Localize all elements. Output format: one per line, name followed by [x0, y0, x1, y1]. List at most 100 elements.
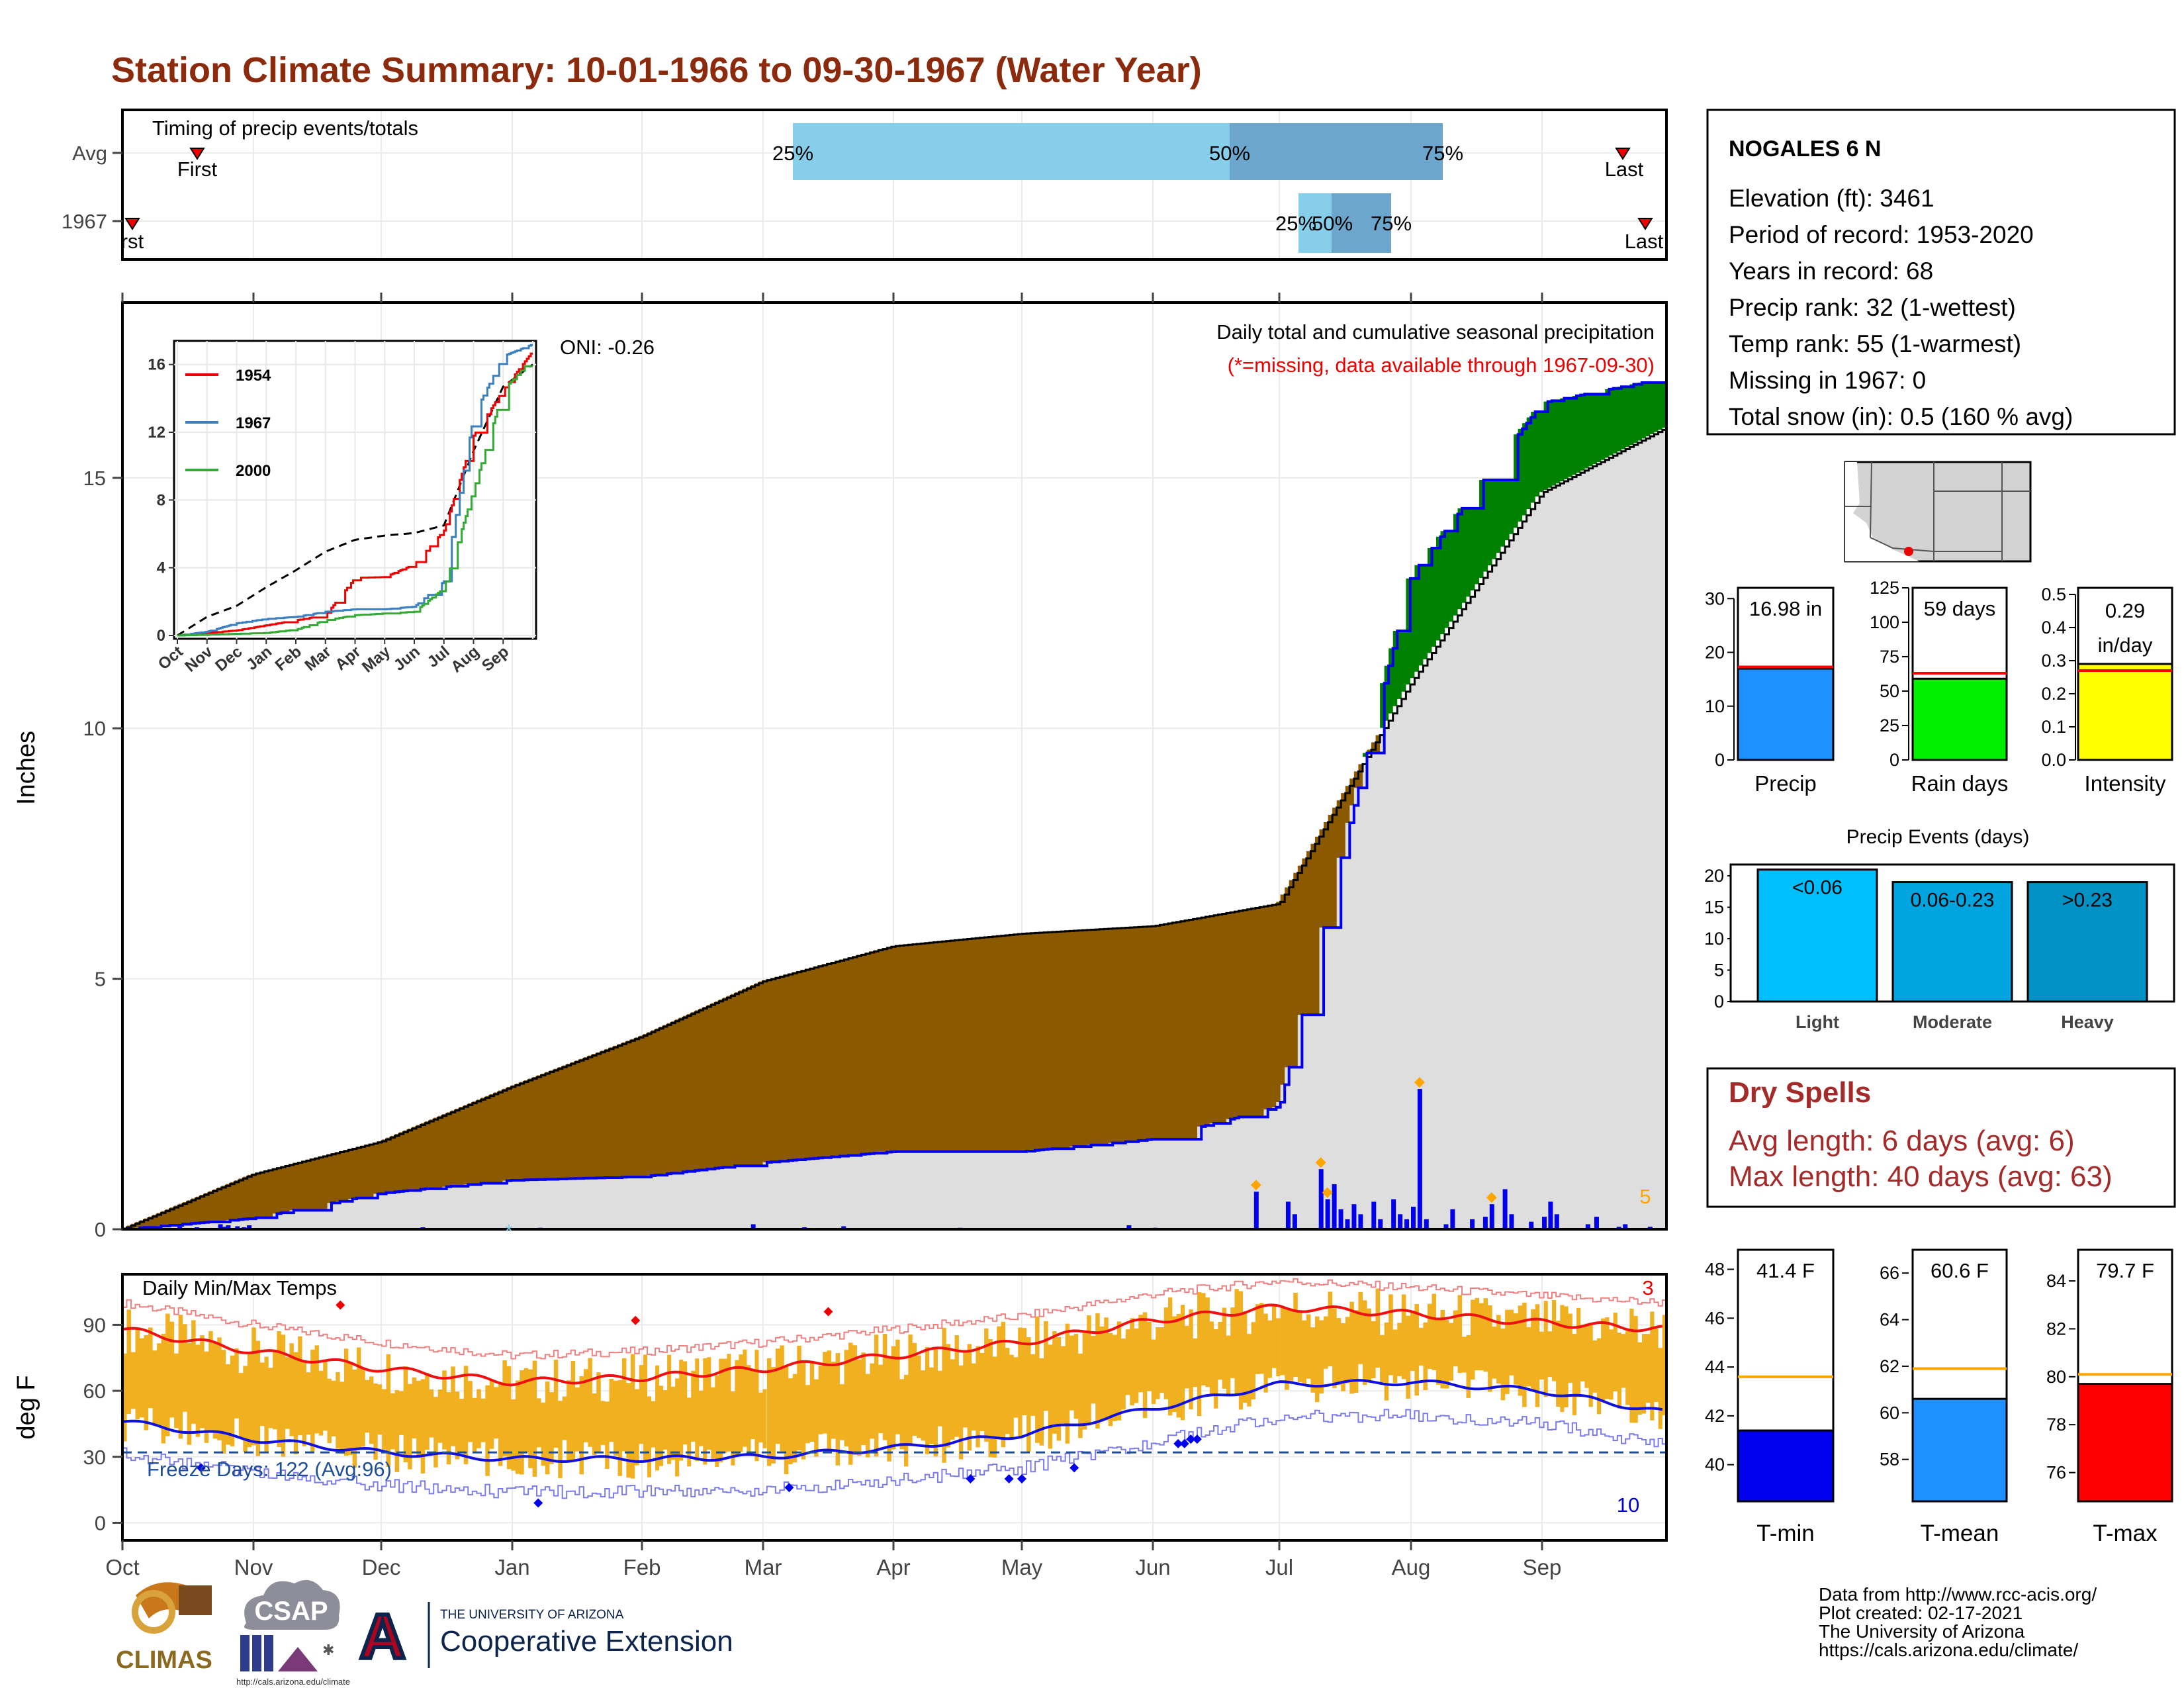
timing-year-first-marker — [124, 218, 140, 230]
temp-caption: Daily Min/Max Temps — [142, 1276, 337, 1299]
daily-precip-bar — [1338, 1209, 1343, 1229]
daily-precip-bar — [226, 1225, 231, 1229]
year-cumulative-line — [122, 381, 1666, 1231]
precip-y-axis: 0 5 10 15 — [83, 293, 1543, 1241]
station-frame — [1706, 109, 2176, 436]
temp-y-axis: 0 30 60 90 — [83, 1313, 122, 1534]
temp-gauge-label: T-min — [1756, 1521, 1815, 1546]
timing-avg-q25: 25% — [772, 142, 813, 165]
timing-year-q75: 75% — [1371, 212, 1412, 235]
credit-line: The University of Arizona — [1819, 1621, 2025, 1642]
below-average-area — [122, 735, 1381, 1229]
daily-precip-bar — [1126, 1225, 1132, 1229]
precip-ytick-label: 10 — [83, 717, 106, 740]
temp-gauge-tick-label: 46 — [1705, 1308, 1725, 1328]
timing-caption: Timing of precip events/totals — [152, 117, 418, 140]
record-low-marker — [966, 1474, 976, 1483]
timing-avg-q75: 75% — [1422, 142, 1463, 165]
month-label: Mar — [745, 1555, 782, 1579]
station-missing: Missing in 1967: 0 — [1729, 367, 1926, 394]
extreme-precip-marker — [1250, 1180, 1261, 1191]
gauge-tick-label: 50 — [1880, 681, 1899, 701]
record-low-marker — [1017, 1474, 1026, 1483]
gauge-tick-label: 125 — [1870, 578, 1899, 598]
precip-ylabel: Inches — [13, 731, 40, 805]
gauge-label: Precip — [1754, 771, 1817, 796]
precip-areas — [122, 381, 1668, 1231]
daily-precip-bar — [1450, 1209, 1455, 1229]
month-label: Nov — [234, 1555, 273, 1579]
timing-year-q25: 25% — [1275, 212, 1316, 235]
record-low-marker — [196, 1463, 206, 1473]
record-low-marker — [1173, 1438, 1183, 1448]
gauge-tick-label: 20 — [1705, 643, 1725, 663]
gauge-tick-label: 0.3 — [2041, 651, 2066, 671]
daily-precip-bar — [1292, 1214, 1297, 1229]
month-label: Jul — [1265, 1555, 1293, 1579]
avg-max-line — [122, 1303, 1663, 1387]
daily-precip-bar — [1378, 1219, 1383, 1229]
csap-mountain — [278, 1647, 318, 1671]
timing-year-last-label: Last — [1625, 230, 1664, 253]
temp-gauge-tick-label: 82 — [2046, 1319, 2066, 1338]
temp-gauge-label: T-mean — [1921, 1521, 1999, 1546]
avg-cumulative-line — [122, 428, 1668, 1231]
inset-legend-label: 1954 — [236, 367, 271, 385]
daily-precip-bar — [1424, 1219, 1429, 1229]
timing-avg-last-label: Last — [1605, 158, 1644, 181]
extreme-precip-marker — [1315, 1157, 1326, 1168]
station-name: NOGALES 6 N — [1729, 136, 1881, 162]
inset-line-2000 — [177, 365, 533, 637]
events-tick-label: 5 — [1714, 961, 1724, 980]
record-low-marker — [1179, 1438, 1189, 1448]
daily-precip-bar — [1502, 1189, 1508, 1229]
month-label: Dec — [362, 1555, 401, 1579]
csap-bar — [240, 1635, 250, 1671]
timing-year-q25-q50-box — [1298, 193, 1332, 253]
climas-ring — [132, 1590, 175, 1634]
credits: Data from http://www.rcc-acis.org/ Plot … — [1819, 1584, 2097, 1660]
avg-min-line — [122, 1379, 1663, 1464]
record-low-marker — [1069, 1463, 1079, 1473]
gauge-value-bar — [1737, 667, 1835, 761]
temp-gauge-tick-label: 80 — [2046, 1367, 2066, 1387]
daily-precip-bar — [1371, 1201, 1377, 1229]
events-tick-label: 20 — [1704, 866, 1724, 886]
events-bar-label: 0.06-0.23 — [1911, 890, 1995, 912]
gauge-tick-label: 0 — [1889, 750, 1899, 770]
gauge-tick-label: 0.2 — [2041, 684, 2066, 704]
csap-bar — [252, 1635, 261, 1671]
daily-precip-bar — [1470, 1219, 1475, 1229]
temp-ytick-label: 0 — [95, 1511, 106, 1534]
timing-year-last-clip: Last — [1625, 230, 1664, 253]
timing-year-first-label: First — [104, 230, 144, 253]
daily-temp-range-bars — [122, 1288, 1667, 1479]
inset-ytick-label: 4 — [157, 559, 166, 577]
daily-precip-bar — [841, 1226, 846, 1229]
missing-marker: * — [505, 1221, 513, 1243]
map-ocean — [1845, 462, 1919, 561]
temp-gauge-tick-label: 84 — [2046, 1271, 2066, 1291]
events-bar — [1756, 868, 1878, 1003]
gauge-tick-label: 0.0 — [2041, 750, 2066, 770]
month-label: Apr — [876, 1555, 910, 1579]
daily-precip-bar — [1623, 1224, 1628, 1229]
daily-precip-bar — [1398, 1214, 1403, 1229]
daily-precip-bar — [1391, 1199, 1396, 1229]
month-label: Oct — [105, 1555, 139, 1579]
events-tick-label: 15 — [1704, 898, 1724, 917]
inset-ytick-label: 8 — [157, 491, 165, 509]
precip-panel: 0 5 10 15 Inches Daily total and cumulative… — [13, 293, 1668, 1243]
daily-precip-bar — [235, 1226, 240, 1229]
climas-block — [179, 1585, 212, 1615]
gauge-tick-label: 75 — [1880, 647, 1899, 667]
temp-gauge-value-bar — [2077, 1383, 2173, 1503]
temp-ylabel: deg F — [13, 1375, 40, 1439]
daily-precip-bar — [1253, 1192, 1259, 1229]
station-temp-rank: Temp rank: 55 (1-warmest) — [1729, 330, 2021, 357]
gauge-tick-label: 10 — [1705, 696, 1725, 716]
ua-small-text: THE UNIVERSITY OF ARIZONA — [440, 1608, 624, 1622]
temp-gauge-tick-label: 40 — [1705, 1455, 1725, 1475]
extreme-precip-marker — [1486, 1192, 1497, 1203]
